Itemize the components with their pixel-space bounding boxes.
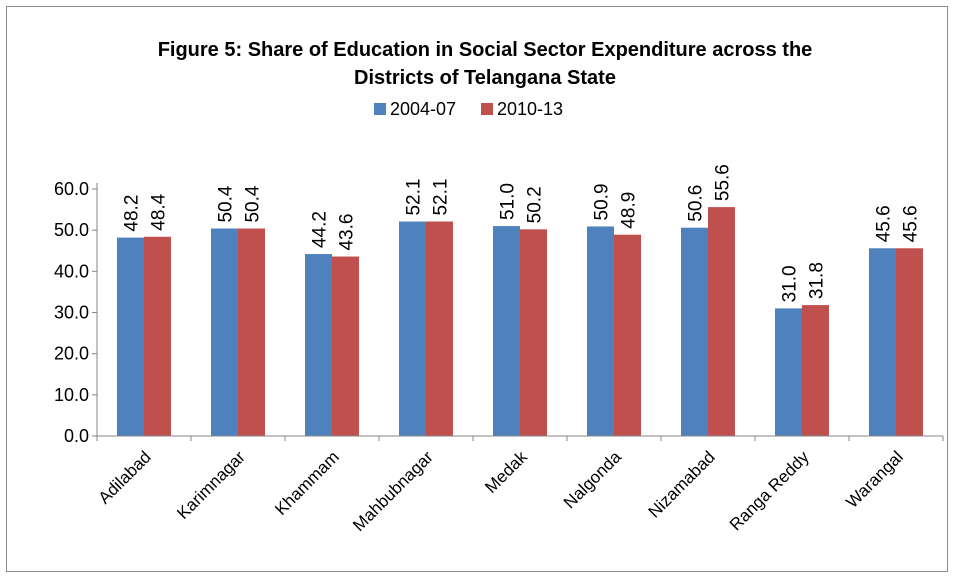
chart-title-line-1: Figure 5: Share of Education in Social S… (158, 39, 813, 61)
legend: 2004-07 2010-13 (374, 99, 563, 119)
x-category-label-warangal: Warangal (842, 447, 906, 511)
bar-adilabad-2010-13 (144, 236, 171, 436)
data-label-nizamabad-2004-07: 50.6 (686, 185, 707, 222)
y-tick-label: 10.0 (54, 385, 89, 405)
x-category-label-nalgonda: Nalgonda (560, 447, 625, 512)
chart-title-line-2: Districts of Telangana State (354, 67, 616, 89)
data-label-medak-2004-07: 51.0 (498, 183, 519, 220)
bar-mahbubnagar-2004-07 (399, 221, 426, 436)
bar-nizamabad-2010-13 (708, 207, 735, 436)
bar-khammam-2010-13 (332, 256, 359, 436)
data-label-karimnagar-2004-07: 50.4 (216, 185, 237, 222)
bar-nizamabad-2004-07 (681, 227, 708, 436)
data-label-mahbubnagar-2004-07: 52.1 (404, 179, 425, 216)
data-labels: 48.2 48.4 50.4 50.4 44.2 43.6 52.1 52.1 51.0 50.2… (122, 164, 922, 302)
data-label-mahbubnagar-2010-13: 52.1 (431, 179, 452, 216)
data-label-nalgonda-2010-13: 48.9 (619, 192, 640, 229)
data-label-adilabad-2004-07: 48.2 (122, 195, 143, 232)
bar-ranga-reddy-2004-07 (775, 308, 802, 436)
data-label-khammam-2010-13: 43.6 (337, 214, 358, 251)
data-label-khammam-2004-07: 44.2 (310, 211, 331, 248)
bar-mahbubnagar-2010-13 (426, 221, 453, 436)
data-label-adilabad-2010-13: 48.4 (149, 193, 170, 230)
legend-label-2004-07: 2004-07 (390, 99, 456, 119)
bar-karimnagar-2010-13 (238, 228, 265, 436)
bar-medak-2004-07 (493, 226, 520, 436)
x-category-label-adilabad: Adilabad (95, 447, 155, 507)
bars (117, 207, 923, 436)
bar-khammam-2004-07 (305, 254, 332, 436)
y-tick-label: 20.0 (54, 344, 89, 364)
bar-ranga-reddy-2010-13 (802, 305, 829, 436)
y-tick-label: 60.0 (54, 179, 89, 199)
bar-nalgonda-2010-13 (614, 234, 641, 436)
data-label-ranga-reddy-2010-13: 31.8 (807, 262, 828, 299)
legend-swatch-2004-07 (374, 103, 386, 115)
bar-warangal-2010-13 (896, 248, 923, 436)
data-label-medak-2010-13: 50.2 (525, 186, 546, 223)
data-label-nizamabad-2010-13: 55.6 (713, 164, 734, 201)
data-label-nalgonda-2004-07: 50.9 (592, 183, 613, 220)
legend-swatch-2010-13 (481, 103, 493, 115)
bar-chart: Figure 5: Share of Education in Social S… (54, 39, 944, 535)
y-tick-label: 40.0 (54, 261, 89, 281)
x-category-label-ranga-reddy: Ranga Reddy (726, 447, 813, 534)
y-tick-label: 30.0 (54, 303, 89, 323)
chart-frame: Figure 5: Share of Education in Social S… (6, 6, 948, 572)
bar-karimnagar-2004-07 (211, 228, 238, 436)
bar-adilabad-2004-07 (117, 237, 144, 436)
y-tick-label: 50.0 (54, 220, 89, 240)
bar-warangal-2004-07 (869, 248, 896, 436)
data-label-karimnagar-2010-13: 50.4 (243, 185, 264, 222)
bar-nalgonda-2004-07 (587, 226, 614, 436)
data-label-warangal-2010-13: 45.6 (901, 205, 922, 242)
data-label-ranga-reddy-2004-07: 31.0 (780, 265, 801, 302)
y-tick-label: 0.0 (64, 426, 89, 446)
data-label-warangal-2004-07: 45.6 (874, 205, 895, 242)
bar-medak-2010-13 (520, 229, 547, 436)
x-category-label-karimnagar: Karimnagar (173, 447, 249, 523)
x-category-label-mahbubnagar: Mahbubnagar (349, 447, 437, 535)
x-axis: Adilabad Karimnagar Khammam Mahbubnagar Meda… (95, 435, 944, 535)
x-category-label-medak: Medak (481, 447, 531, 497)
x-category-label-khammam: Khammam (271, 447, 343, 519)
y-axis: 0.0 10.0 20.0 30.0 40.0 50.0 60.0 (54, 179, 98, 446)
legend-label-2010-13: 2010-13 (497, 99, 563, 119)
x-category-label-nizamabad: Nizamabad (645, 447, 719, 521)
